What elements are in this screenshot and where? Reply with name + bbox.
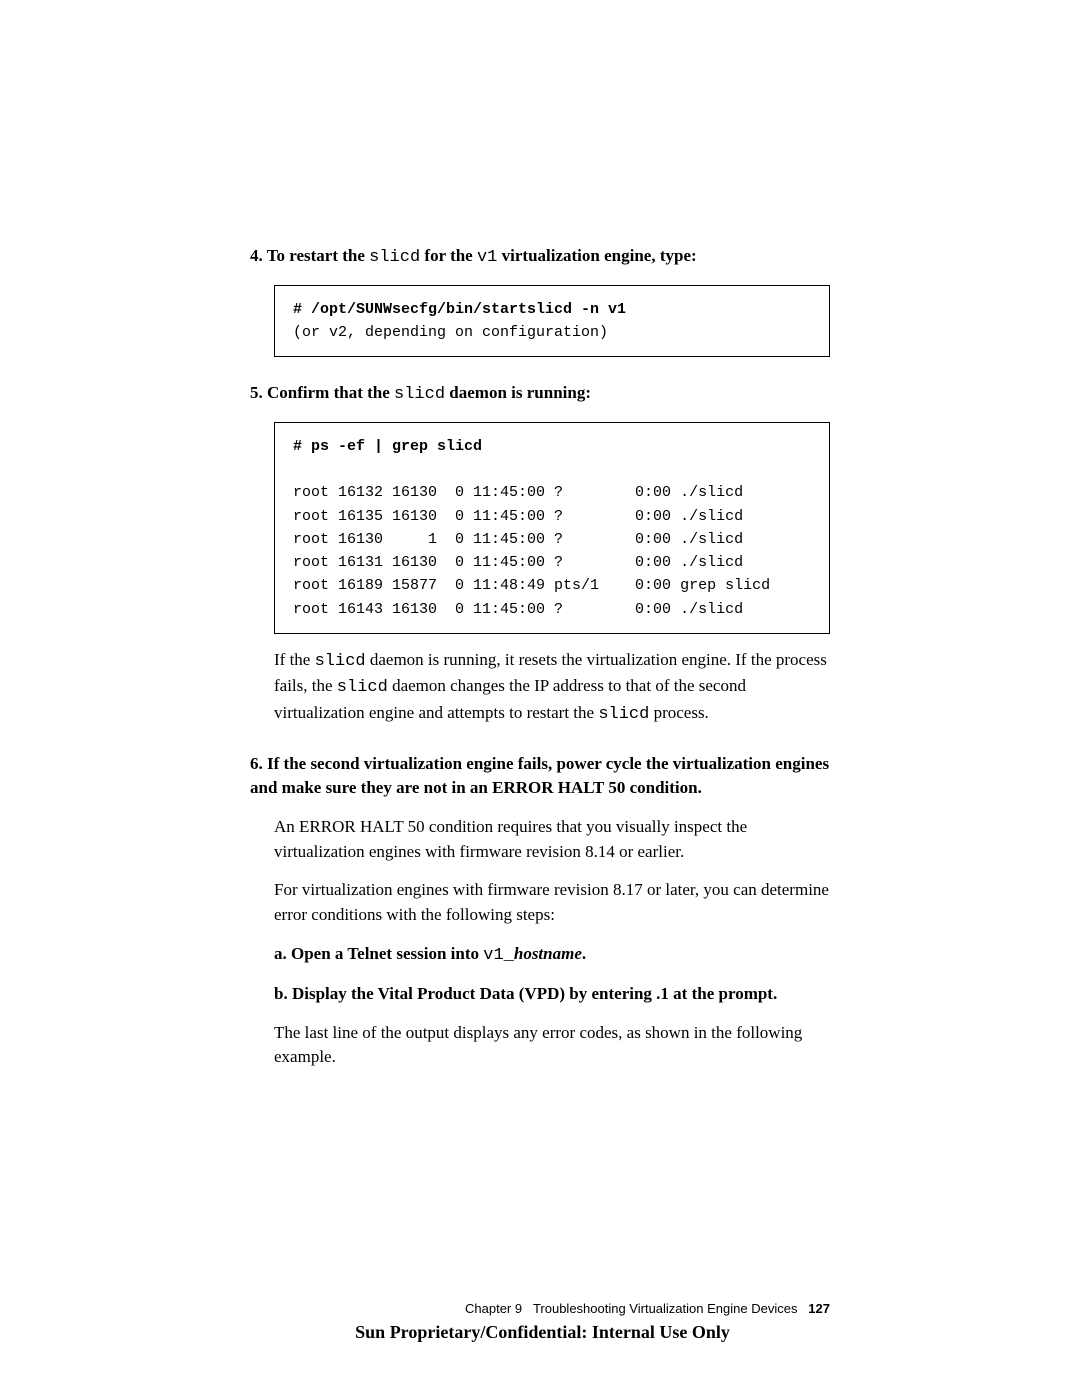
step-5-heading: 5. Confirm that the slicd daemon is runn…	[250, 381, 830, 408]
footer-chapter-line: Chapter 9 Troubleshooting Virtualization…	[0, 1301, 830, 1316]
step-6b: b. Display the Vital Product Data (VPD) …	[274, 982, 830, 1007]
inline-code: slicd	[369, 248, 420, 267]
footer-confidential: Sun Proprietary/Confidential: Internal U…	[250, 1322, 835, 1343]
ps-row: root 16131 16130 0 11:45:00 ? 0:00 ./sli…	[293, 554, 743, 571]
inline-code: v1	[477, 248, 497, 267]
step-6-para3: The last line of the output displays any…	[274, 1021, 830, 1070]
text: 4. To restart the	[250, 246, 369, 265]
footer-title: Troubleshooting Virtualization Engine De…	[533, 1301, 798, 1316]
text: If the	[274, 650, 315, 669]
step-6-para2: For virtualization engines with firmware…	[274, 878, 830, 927]
code-block-step4: # /opt/SUNWsecfg/bin/startslicd -n v1 (o…	[274, 285, 830, 358]
italic-text: hostname	[514, 944, 582, 963]
inline-code: slicd	[598, 705, 649, 724]
ps-row: root 16132 16130 0 11:45:00 ? 0:00 ./sli…	[293, 484, 743, 501]
ps-row: root 16130 1 0 11:45:00 ? 0:00 ./slicd	[293, 531, 743, 548]
step-6-heading: 6. If the second virtualization engine f…	[250, 752, 830, 801]
step-4: 4. To restart the slicd for the v1 virtu…	[250, 244, 830, 357]
text: daemon is running:	[445, 383, 591, 402]
step-6: 6. If the second virtualization engine f…	[250, 752, 830, 1070]
text: a. Open a Telnet session into	[274, 944, 483, 963]
text: .	[582, 944, 586, 963]
ps-row: root 16135 16130 0 11:45:00 ? 0:00 ./sli…	[293, 508, 743, 525]
text: :	[691, 246, 697, 265]
inline-code: slicd	[337, 678, 388, 697]
footer-chapter: Chapter 9	[465, 1301, 522, 1316]
text: 5. Confirm that the	[250, 383, 394, 402]
code-command: # ps -ef | grep slicd	[293, 438, 482, 455]
text: for the	[420, 246, 477, 265]
text: virtualization engine, type	[497, 246, 691, 265]
step-4-heading: 4. To restart the slicd for the v1 virtu…	[250, 244, 830, 271]
document-page: 4. To restart the slicd for the v1 virtu…	[0, 0, 1080, 1397]
page-footer: Chapter 9 Troubleshooting Virtualization…	[0, 1301, 1080, 1343]
code-note: (or v2, depending on configuration)	[293, 324, 608, 341]
inline-code: slicd	[394, 385, 445, 404]
text: process.	[649, 703, 708, 722]
step-6-para1: An ERROR HALT 50 condition requires that…	[274, 815, 830, 864]
inline-code: slicd	[315, 652, 366, 671]
code-block-step5: # ps -ef | grep slicd root 16132 16130 0…	[274, 422, 830, 634]
code-command: # /opt/SUNWsecfg/bin/startslicd -n v1	[293, 301, 626, 318]
footer-page-number: 127	[808, 1301, 830, 1316]
step-5: 5. Confirm that the slicd daemon is runn…	[250, 381, 830, 728]
ps-row: root 16189 15877 0 11:48:49 pts/1 0:00 g…	[293, 577, 770, 594]
inline-code: v1_	[483, 946, 514, 965]
step-5-explanation: If the slicd daemon is running, it reset…	[274, 648, 830, 728]
step-6a: a. Open a Telnet session into v1_hostnam…	[274, 942, 830, 969]
ps-row: root 16143 16130 0 11:45:00 ? 0:00 ./sli…	[293, 601, 743, 618]
